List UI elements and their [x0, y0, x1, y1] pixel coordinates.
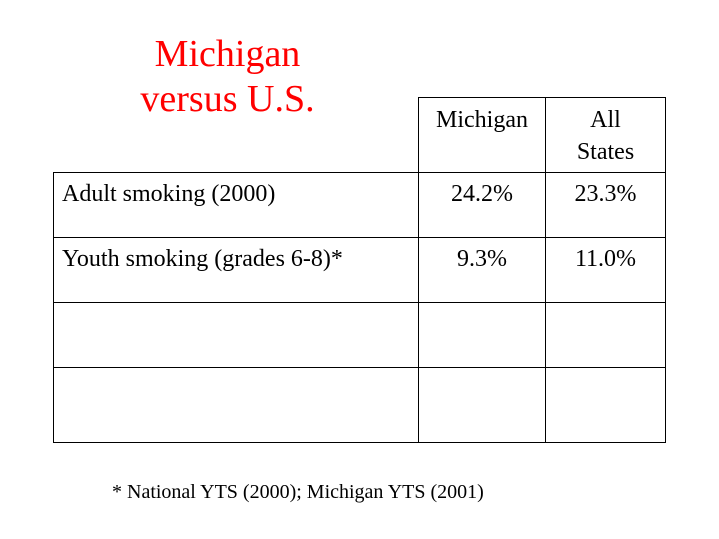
table-border-left	[53, 172, 54, 443]
table-border-right	[665, 97, 666, 443]
column-header-all-states: All States	[546, 104, 665, 168]
table-cell-all-states: 23.3%	[574, 181, 637, 207]
column-divider	[545, 97, 546, 443]
table-border-top-header	[418, 97, 666, 98]
column-header-all-states-line-2: States	[576, 139, 635, 165]
column-header-michigan-text: Michigan	[436, 107, 528, 133]
table-border-bottom	[53, 442, 666, 443]
table-row-label: Adult smoking (2000)	[62, 181, 276, 207]
row-divider	[53, 237, 666, 238]
column-header-all-states-line-1: All	[590, 107, 621, 133]
title-line-1: Michigan	[154, 33, 301, 75]
table-cell-all-states: 11.0%	[574, 246, 637, 272]
table-border-top-body	[53, 172, 666, 173]
table-row-label: Youth smoking (grades 6-8)*	[62, 246, 343, 272]
title-line-2: versus U.S.	[140, 78, 315, 120]
slide-title: Michigan versus U.S.	[100, 32, 355, 122]
column-divider	[418, 97, 419, 443]
table-cell-michigan: 9.3%	[457, 246, 507, 272]
row-divider	[53, 367, 666, 368]
row-divider	[53, 302, 666, 303]
column-header-michigan: Michigan	[419, 104, 545, 136]
footnote: * National YTS (2000); Michigan YTS (200…	[112, 481, 484, 503]
table-cell-michigan: 24.2%	[451, 181, 513, 207]
